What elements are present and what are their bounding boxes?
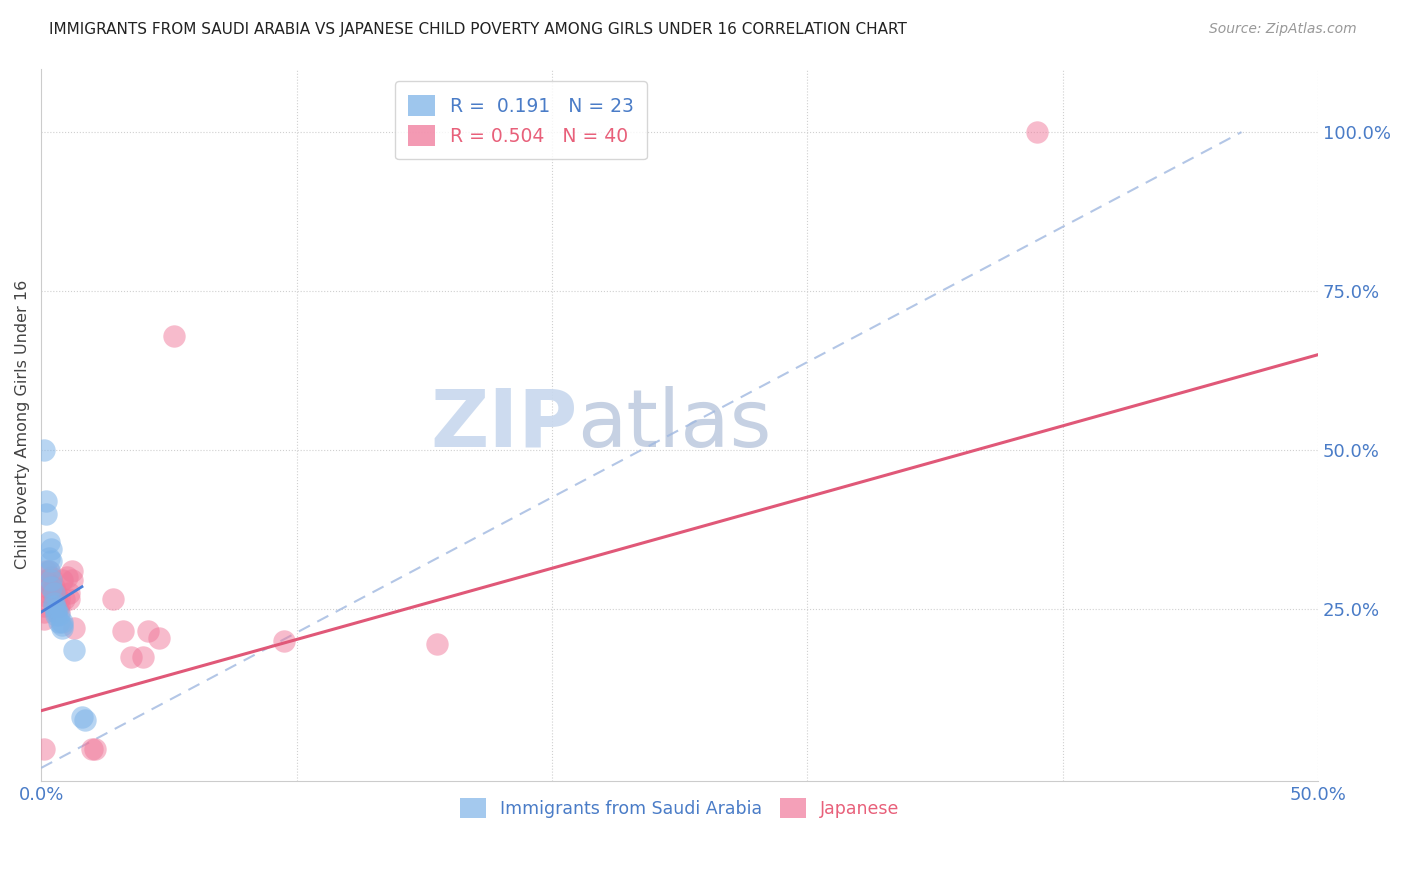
Text: IMMIGRANTS FROM SAUDI ARABIA VS JAPANESE CHILD POVERTY AMONG GIRLS UNDER 16 CORR: IMMIGRANTS FROM SAUDI ARABIA VS JAPANESE… [49,22,907,37]
Point [101,592,124,607]
Point [41,570,63,584]
Point [45,586,67,600]
Point [42,599,65,613]
Legend: Immigrants from Saudi Arabia, Japanese: Immigrants from Saudi Arabia, Japanese [453,791,905,825]
Point [1026,125,1049,139]
Point [35,494,58,508]
Point [426,637,449,651]
Point [32,443,55,458]
Point [58,592,80,607]
Point [41,541,63,556]
Point [273,633,295,648]
Point [38,586,60,600]
Point [73,713,96,727]
Point [60,564,83,578]
Point [32,599,55,613]
Point [38,564,60,578]
Point [53,592,76,607]
Point [32,611,55,625]
Point [38,564,60,578]
Point [35,564,58,578]
Text: Source: ZipAtlas.com: Source: ZipAtlas.com [1209,22,1357,37]
Point [35,589,58,603]
Point [163,328,186,343]
Text: atlas: atlas [578,385,772,464]
Point [41,580,63,594]
Text: ZIP: ZIP [430,385,578,464]
Point [45,602,67,616]
Point [63,621,86,635]
Point [70,710,93,724]
Point [32,605,55,619]
Point [111,624,134,639]
Point [42,592,65,607]
Point [51,574,73,588]
Point [82,742,104,756]
Point [41,574,63,588]
Point [42,586,65,600]
Point [48,592,70,607]
Point [45,605,67,619]
Point [38,551,60,566]
Y-axis label: Child Poverty Among Girls Under 16: Child Poverty Among Girls Under 16 [15,280,30,569]
Point [42,596,65,610]
Point [48,599,70,613]
Point [41,582,63,597]
Point [120,649,142,664]
Point [42,586,65,600]
Point [38,535,60,549]
Point [51,618,73,632]
Point [48,605,70,619]
Point [45,608,67,623]
Point [55,570,77,584]
Point [35,507,58,521]
Point [48,615,70,629]
Point [132,649,155,664]
Point [83,742,105,756]
Point [38,576,60,591]
Point [51,615,73,629]
Point [41,554,63,568]
Point [63,643,86,657]
Point [45,592,67,607]
Point [58,586,80,600]
Point [51,621,73,635]
Point [148,631,170,645]
Point [35,574,58,588]
Point [60,574,83,588]
Point [138,624,160,639]
Point [42,580,65,594]
Point [48,608,70,623]
Point [32,742,55,756]
